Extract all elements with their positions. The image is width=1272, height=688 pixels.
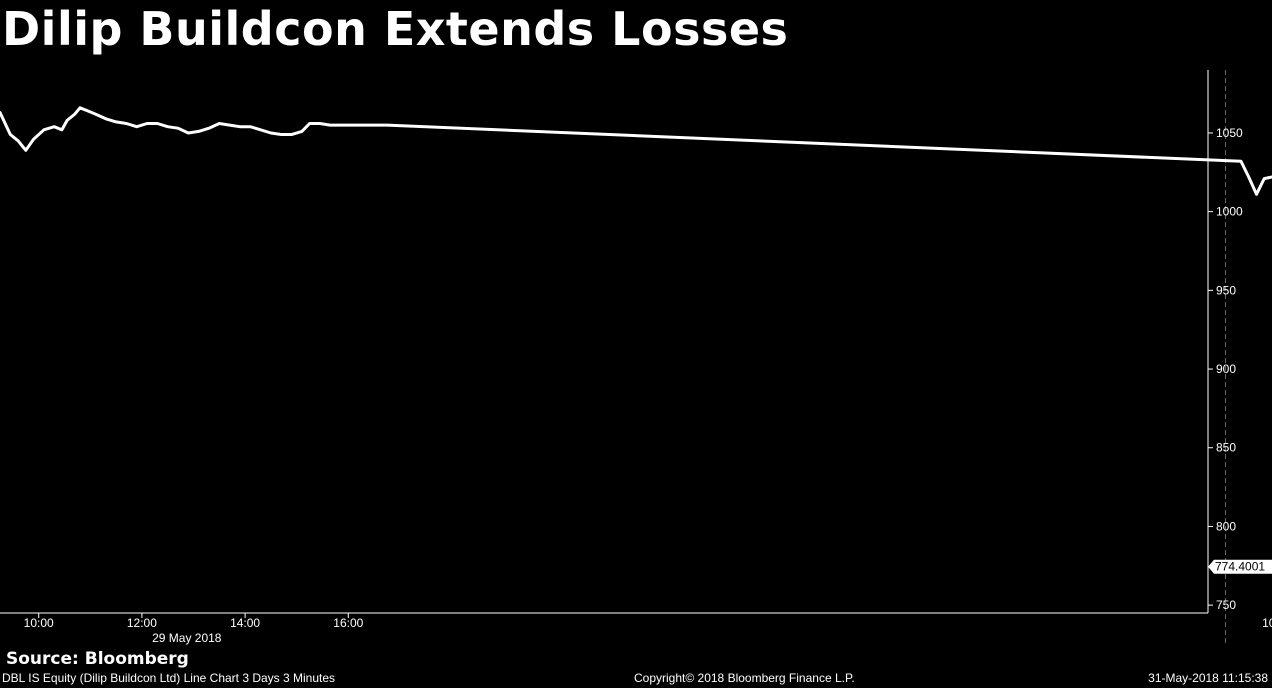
chart-title: Dilip Buildcon Extends Losses xyxy=(2,2,789,56)
x-tick-label: 16:00 xyxy=(333,616,363,630)
plot-area: 750 800 850 900 950 1000 1050 10:00 12:00 14:00 1… xyxy=(0,70,1272,645)
footer-timestamp: 31-May-2018 11:15:38 xyxy=(1148,671,1268,685)
y-tick-label: 1000 xyxy=(1216,205,1243,219)
x-tick-label: 12:00 xyxy=(127,616,157,630)
y-tick-label: 1050 xyxy=(1216,126,1243,140)
y-tick-label: 800 xyxy=(1216,519,1236,533)
x-tick-label: 10:00 xyxy=(1262,616,1272,630)
footer-copyright: Copyright© 2018 Bloomberg Finance L.P. xyxy=(634,671,855,685)
y-tick-label: 950 xyxy=(1216,283,1236,297)
footer-ticker-description: DBL IS Equity (Dilip Buildcon Ltd) Line … xyxy=(2,671,336,685)
source-label: Source: Bloomberg xyxy=(6,649,189,669)
day-separators xyxy=(1225,70,1226,645)
last-value-marker: 774.4001 xyxy=(1208,559,1272,574)
last-value-box xyxy=(1208,559,1272,574)
y-tick-label: 850 xyxy=(1216,441,1236,455)
last-value-label: 774.4001 xyxy=(1215,560,1265,574)
x-date-label: 29 May 2018 xyxy=(152,631,222,645)
x-tick-label: 14:00 xyxy=(230,616,260,630)
y-tick-label: 900 xyxy=(1216,362,1236,376)
y-axis-ticks: 750 800 850 900 950 1000 1050 xyxy=(1208,126,1243,612)
y-tick-label: 750 xyxy=(1216,598,1236,612)
x-tick-label: 10:00 xyxy=(24,616,54,630)
price-series-line xyxy=(0,106,1272,196)
